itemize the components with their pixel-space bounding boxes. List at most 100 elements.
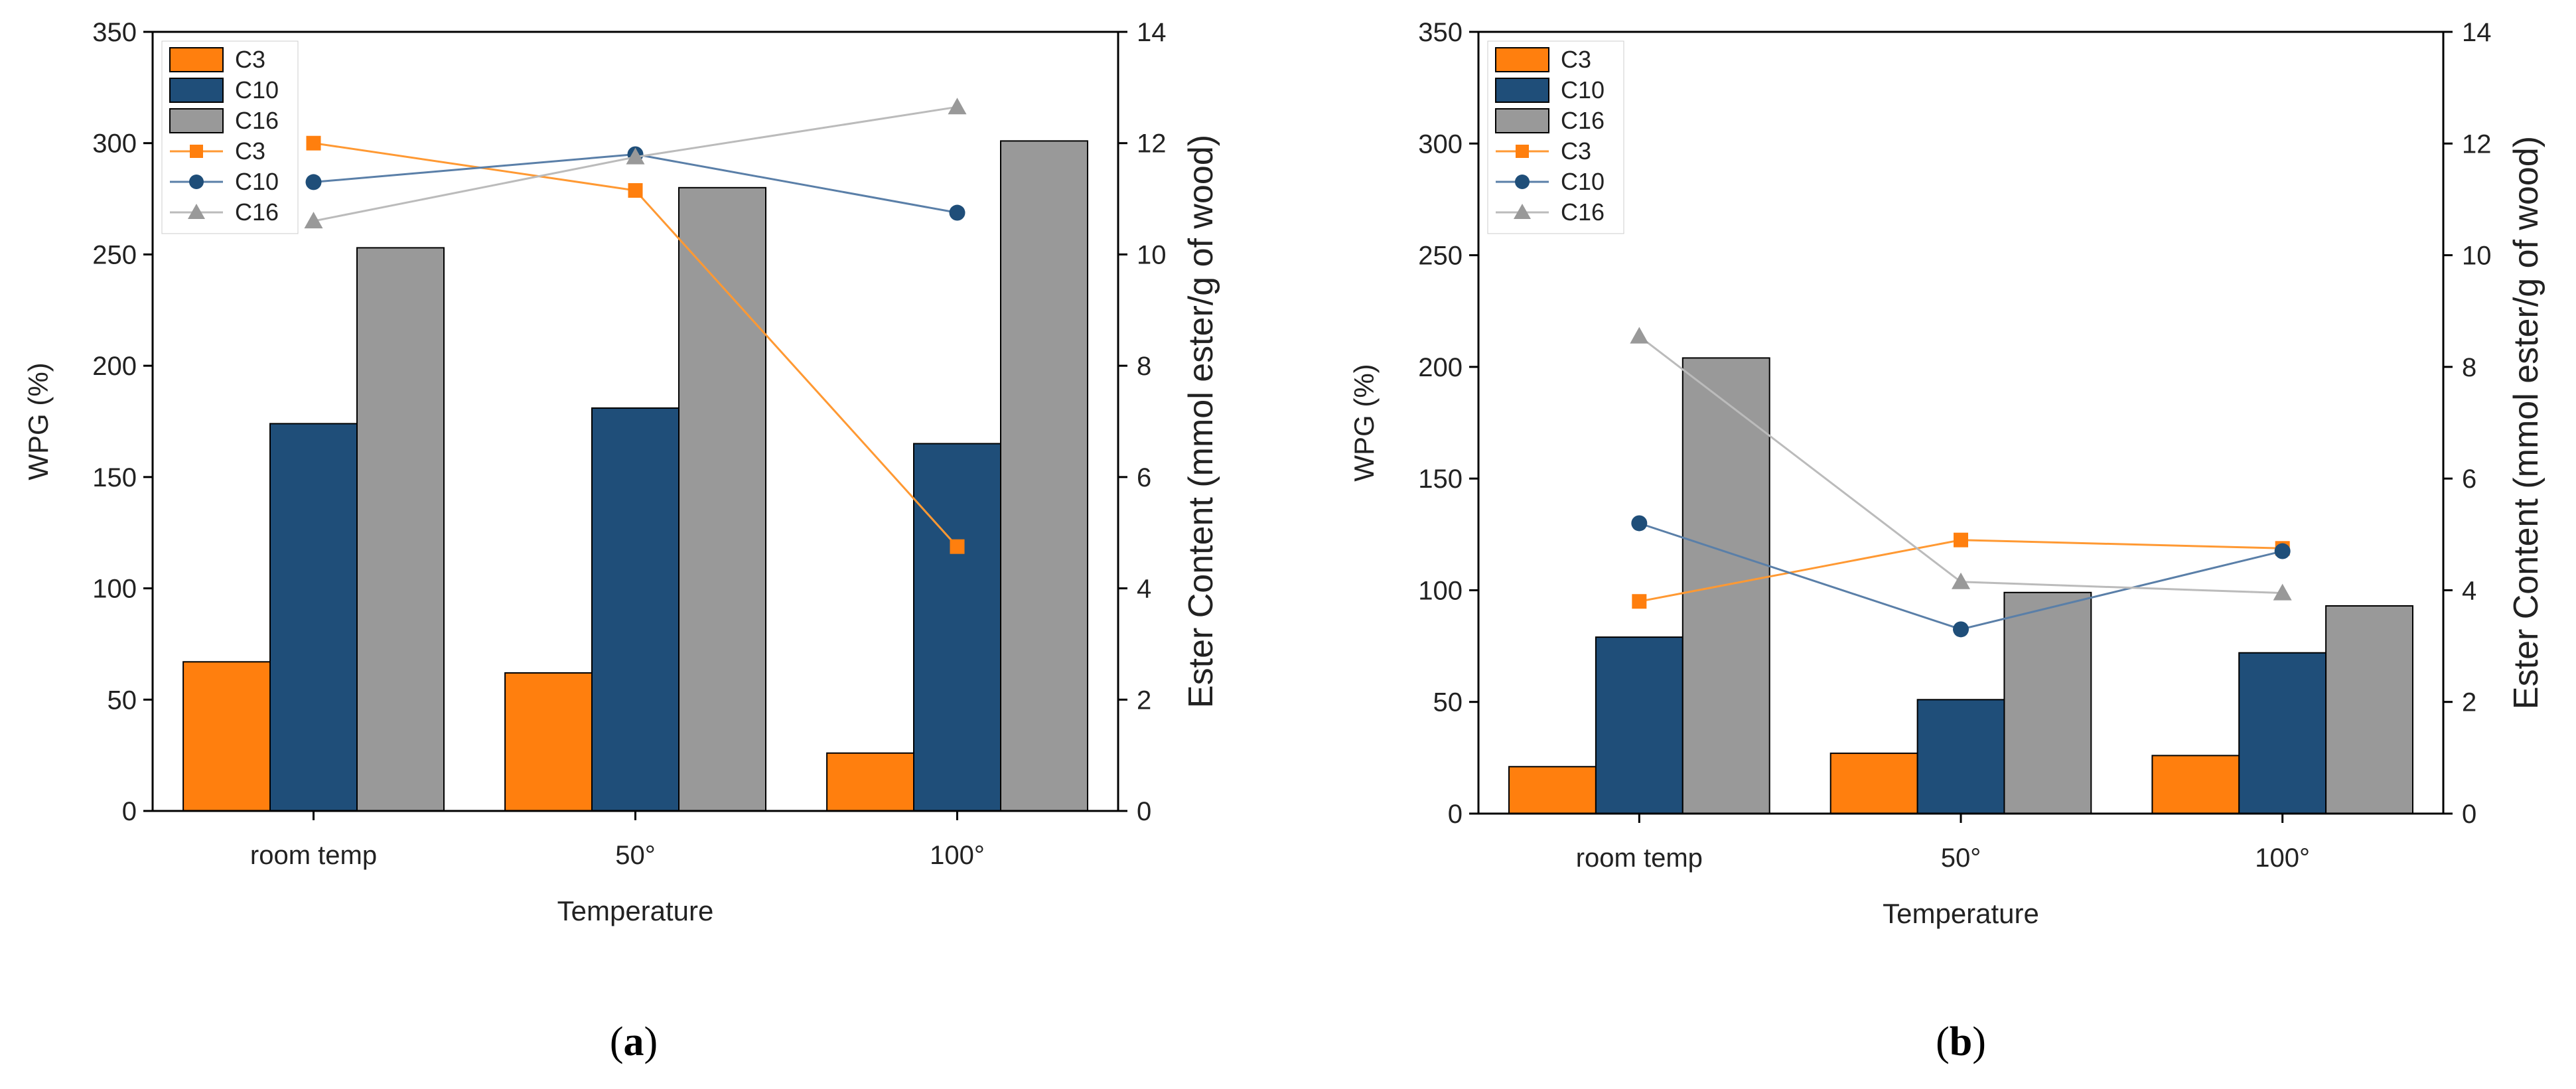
x-tick-label: 50°	[615, 841, 656, 870]
bar-c16-2	[2325, 605, 2414, 814]
legend-marker-triangle	[188, 204, 205, 219]
y-tick-label-left: 150	[1418, 465, 1463, 494]
x-tick-label: 100°	[2255, 843, 2310, 873]
legend-label: C16	[1561, 107, 1605, 134]
legend-box	[161, 40, 299, 234]
legend-marker-circle	[189, 175, 204, 189]
bar-c3-0	[182, 661, 271, 812]
y-tick-label-left: 350	[92, 18, 137, 47]
legend-marker-triangle	[1514, 204, 1531, 219]
bar-c16-0	[356, 247, 445, 812]
y-tick-label-left: 300	[92, 129, 137, 159]
chart-panel-b: 0 50 100 150 200 250 300 350 0 2 4 6 8 10 12 14 room tem…	[1348, 18, 2545, 1064]
legend-label: C16	[1561, 198, 1605, 226]
bar-c3-2	[2151, 755, 2240, 814]
legend-label: C3	[235, 137, 265, 165]
legend-swatch-bar-c3	[1495, 47, 1549, 72]
legend-label: C10	[235, 168, 279, 195]
legend-swatch-bar-c10	[169, 78, 224, 103]
chart-panel-a: 0 50 100 150 200 250 300 350 0 2 4 6 8 10 12 14 room tem…	[23, 18, 1220, 1064]
y-tick-label-left: 100	[92, 575, 137, 604]
bar-c10-1	[1916, 699, 2005, 815]
x-tick-label: room temp	[1576, 843, 1703, 873]
marker-c10-0	[305, 174, 322, 190]
marker-c10-2	[2274, 543, 2291, 559]
y-tick-label-left: 200	[1418, 353, 1463, 382]
panel-label-letter: a	[624, 1019, 644, 1064]
x-tick-label: 100°	[930, 841, 985, 870]
y-tick-label-right: 4	[1137, 575, 1151, 604]
y-tick-label-left: 200	[92, 352, 137, 381]
panel-label: (a)	[610, 1019, 658, 1064]
bar-c10-0	[1595, 636, 1683, 814]
y-tick-label-right: 12	[2462, 129, 2492, 159]
y-tick-label-left: 50	[107, 686, 137, 715]
y-tick-label-left: 0	[122, 797, 137, 826]
bar-c16-2	[1000, 140, 1088, 812]
y-tick-label-left: 150	[92, 463, 137, 492]
panel-label-close: )	[644, 1019, 658, 1064]
marker-c3-0	[306, 135, 321, 151]
bar-c3-0	[1508, 766, 1597, 815]
legend-marker-circle	[1515, 175, 1530, 189]
y-tick-label-left: 350	[1418, 18, 1463, 47]
marker-c16-0	[304, 212, 323, 229]
y-axis-title-left: WPG (%)	[1348, 364, 1380, 481]
y-tick-label-right: 12	[1137, 129, 1167, 159]
legend-label: C3	[1561, 46, 1591, 73]
y-tick-label-left: 250	[1418, 242, 1463, 271]
legend-label: C3	[1561, 137, 1591, 165]
legend-marker-square	[1516, 145, 1529, 158]
panel-label-close: )	[1972, 1019, 1986, 1064]
y-axis-title-left: WPG (%)	[23, 362, 54, 480]
panel-label: (b)	[1936, 1019, 1986, 1064]
panel-label-letter: b	[1950, 1019, 1972, 1064]
marker-c3-2	[950, 539, 965, 554]
y-tick-label-right: 2	[2462, 688, 2476, 717]
x-axis-title: Temperature	[557, 895, 714, 926]
panel-label-open: (	[610, 1019, 624, 1064]
y-tick-label-right: 4	[2462, 576, 2476, 605]
y-axis-title-right: Ester Content (mmol ester/g of wood)	[2507, 136, 2545, 709]
bar-c3-1	[504, 672, 593, 812]
bar-c3-2	[826, 752, 915, 812]
x-axis-title: Temperature	[1883, 898, 2039, 929]
marker-c3-1	[1954, 532, 1968, 547]
y-tick-label-right: 14	[2462, 18, 2492, 47]
y-tick-label-left: 300	[1418, 129, 1463, 159]
y-tick-label-left: 250	[92, 240, 137, 269]
legend-label: C10	[1561, 76, 1605, 104]
legend-label: C3	[235, 46, 265, 73]
marker-c10-0	[1631, 515, 1648, 532]
y-tick-label-right: 0	[1137, 797, 1151, 826]
legend-marker-square	[190, 145, 203, 158]
bar-c10-0	[269, 423, 358, 812]
legend-label: C10	[1561, 168, 1605, 195]
bar-c10-1	[591, 407, 680, 812]
marker-c16-1	[626, 147, 645, 165]
y-tick-label-left: 100	[1418, 576, 1463, 605]
marker-c10-2	[949, 204, 966, 221]
y-tick-label-right: 6	[2462, 465, 2476, 494]
marker-c16-2	[948, 98, 967, 115]
y-tick-label-right: 2	[1137, 686, 1151, 715]
legend-swatch-bar-c16	[1495, 108, 1549, 133]
bar-c3-1	[1829, 753, 1918, 814]
bar-c16-1	[2003, 591, 2092, 814]
marker-c3-0	[1632, 594, 1647, 609]
bar-c16-1	[678, 186, 766, 812]
y-tick-label-left: 50	[1433, 688, 1463, 717]
legend-box	[1487, 40, 1624, 234]
y-tick-label-right: 10	[2462, 242, 2492, 271]
marker-c10-1	[1953, 621, 1969, 638]
y-tick-label-right: 8	[2462, 353, 2476, 382]
y-tick-label-left: 0	[1448, 800, 1463, 829]
y-tick-label-right: 6	[1137, 463, 1151, 492]
panel-label-open: (	[1936, 1019, 1950, 1064]
y-tick-label-right: 10	[1137, 240, 1167, 269]
marker-c16-0	[1630, 327, 1649, 344]
x-tick-label: room temp	[250, 841, 377, 870]
y-tick-label-right: 14	[1137, 18, 1167, 47]
x-tick-label: 50°	[1941, 843, 1981, 873]
